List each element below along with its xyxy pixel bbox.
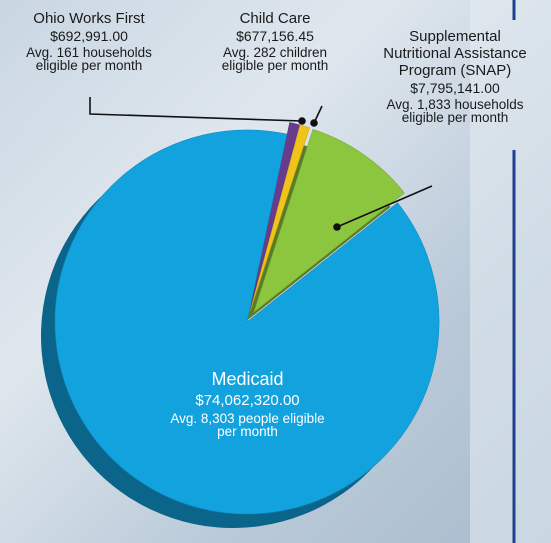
value-label: $677,156.45 xyxy=(195,27,355,46)
infographic: Ohio Works First$692,991.00Avg. 161 hous… xyxy=(0,0,551,543)
value-label: $74,062,320.00 xyxy=(150,390,345,412)
annotation: Avg. 161 households eligible per month xyxy=(14,46,164,72)
leader-dot xyxy=(334,224,340,230)
annotation: Avg. 1,833 households eligible per month xyxy=(380,98,530,124)
slices xyxy=(41,123,439,528)
slice-label: Supplemental Nutritional Assistance Prog… xyxy=(355,28,551,124)
category-label: Medicaid xyxy=(150,368,345,390)
leader-dot xyxy=(311,120,317,126)
category-label: Ohio Works First xyxy=(8,10,170,27)
annotation: Avg. 8,303 people eligible per month xyxy=(163,412,333,438)
value-label: $7,795,141.00 xyxy=(355,79,551,98)
category-label: Child Care xyxy=(195,10,355,27)
leader-dot xyxy=(299,118,305,124)
annotation: Avg. 282 children eligible per month xyxy=(210,46,340,72)
leader-line xyxy=(90,97,302,121)
category-label: Supplemental Nutritional Assistance Prog… xyxy=(380,28,530,79)
value-label: $692,991.00 xyxy=(8,27,170,46)
